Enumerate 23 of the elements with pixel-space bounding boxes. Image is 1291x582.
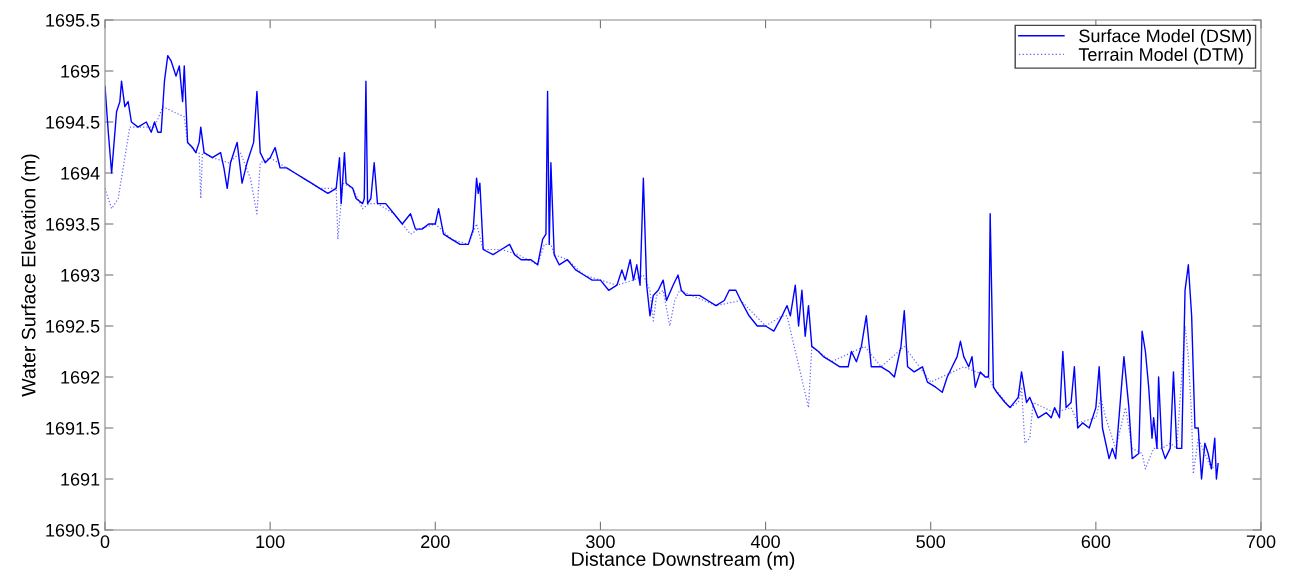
legend-label: Surface Model (DSM)	[1079, 29, 1251, 46]
y-tick-label: 1691	[61, 472, 100, 486]
legend-label: Terrain Model (DTM)	[1078, 47, 1243, 65]
x-axis-title: Distance Downstream (m)	[572, 551, 795, 570]
x-tick-label: 500	[916, 535, 946, 549]
x-tick-label: 200	[421, 535, 450, 549]
y-tick-label: 1694.5	[46, 115, 100, 129]
x-tick-label: 300	[586, 535, 615, 549]
x-tick-label: 600	[1081, 535, 1111, 549]
x-tick-label: 700	[1246, 535, 1276, 549]
y-tick-label: 1695.5	[46, 13, 100, 27]
y-tick-label: 1695	[61, 64, 100, 78]
y-tick-label: 1693	[61, 268, 100, 282]
y-tick-label: 1692.5	[46, 319, 100, 333]
y-tick-label: 1691.5	[46, 421, 100, 435]
x-tick-label: 0	[100, 535, 110, 549]
y-tick-label: 1694	[61, 166, 100, 180]
y-tick-label: 1692	[61, 370, 100, 384]
y-tick-label: 1690.5	[46, 523, 100, 537]
x-tick-label: 400	[750, 535, 780, 549]
y-axis-title: Water Surface Elevation (m)	[21, 154, 40, 397]
y-tick-label: 1693.5	[46, 217, 100, 231]
x-tick-label: 100	[256, 535, 285, 549]
